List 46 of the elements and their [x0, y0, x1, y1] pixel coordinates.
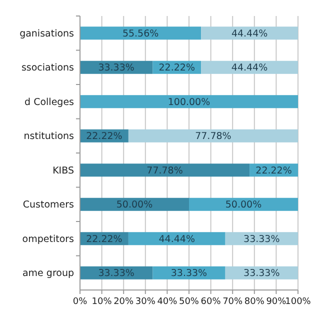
x-tick-label: 50%	[178, 297, 200, 307]
data-label: 44.44%	[158, 234, 195, 245]
data-label: 55.56%	[122, 28, 159, 40]
data-label: 33.33%	[98, 62, 134, 74]
data-label: 22.22%	[86, 234, 122, 245]
x-tick-label: 60%	[200, 297, 222, 307]
x-tick-label: 0%	[72, 297, 88, 307]
x-tick-label: 20%	[114, 297, 134, 307]
data-label: 22.22%	[256, 165, 292, 176]
x-tick-label: 100%	[285, 297, 312, 307]
data-label: 22.22%	[158, 62, 195, 74]
x-tick-label: 80%	[244, 297, 265, 307]
x-tick-label: 30%	[135, 297, 156, 307]
bar	[80, 164, 250, 177]
bar	[189, 198, 298, 211]
data-label: 33.33%	[170, 268, 208, 280]
y-tick-label: d Colleges	[24, 96, 74, 108]
data-label: 50.00%	[116, 200, 153, 211]
bar	[80, 26, 202, 40]
bar	[201, 26, 298, 40]
y-tick-label: ame group	[22, 268, 74, 280]
bar	[128, 232, 226, 246]
data-label: 44.44%	[231, 28, 268, 40]
bar	[80, 198, 189, 211]
bar	[128, 129, 298, 142]
y-tick-label: ompetitors	[22, 234, 74, 245]
data-label: 100.00%	[168, 96, 210, 108]
data-label: 50.00%	[225, 200, 262, 211]
bar	[80, 95, 298, 108]
bar	[201, 60, 298, 74]
y-tick-label: ssociations	[21, 62, 74, 74]
data-label: 77.78%	[195, 131, 232, 142]
y-tick-label: Customers	[22, 200, 74, 211]
data-label: 33.33%	[244, 268, 280, 280]
x-tick-label: 90%	[266, 297, 287, 307]
y-tick-label: nstitutions	[24, 131, 74, 142]
x-tick-label: 10%	[92, 297, 112, 307]
data-label: 22.22%	[86, 131, 122, 142]
data-label: 77.78%	[146, 165, 183, 176]
data-label: 33.33%	[98, 268, 134, 280]
data-label: 33.33%	[244, 234, 280, 245]
y-tick-label: ganisations	[20, 28, 74, 40]
data-label: 44.44%	[231, 62, 268, 74]
x-tick-label: 70%	[222, 297, 244, 307]
x-tick-label: 40%	[157, 297, 178, 307]
y-tick-label: KIBS	[52, 165, 74, 176]
